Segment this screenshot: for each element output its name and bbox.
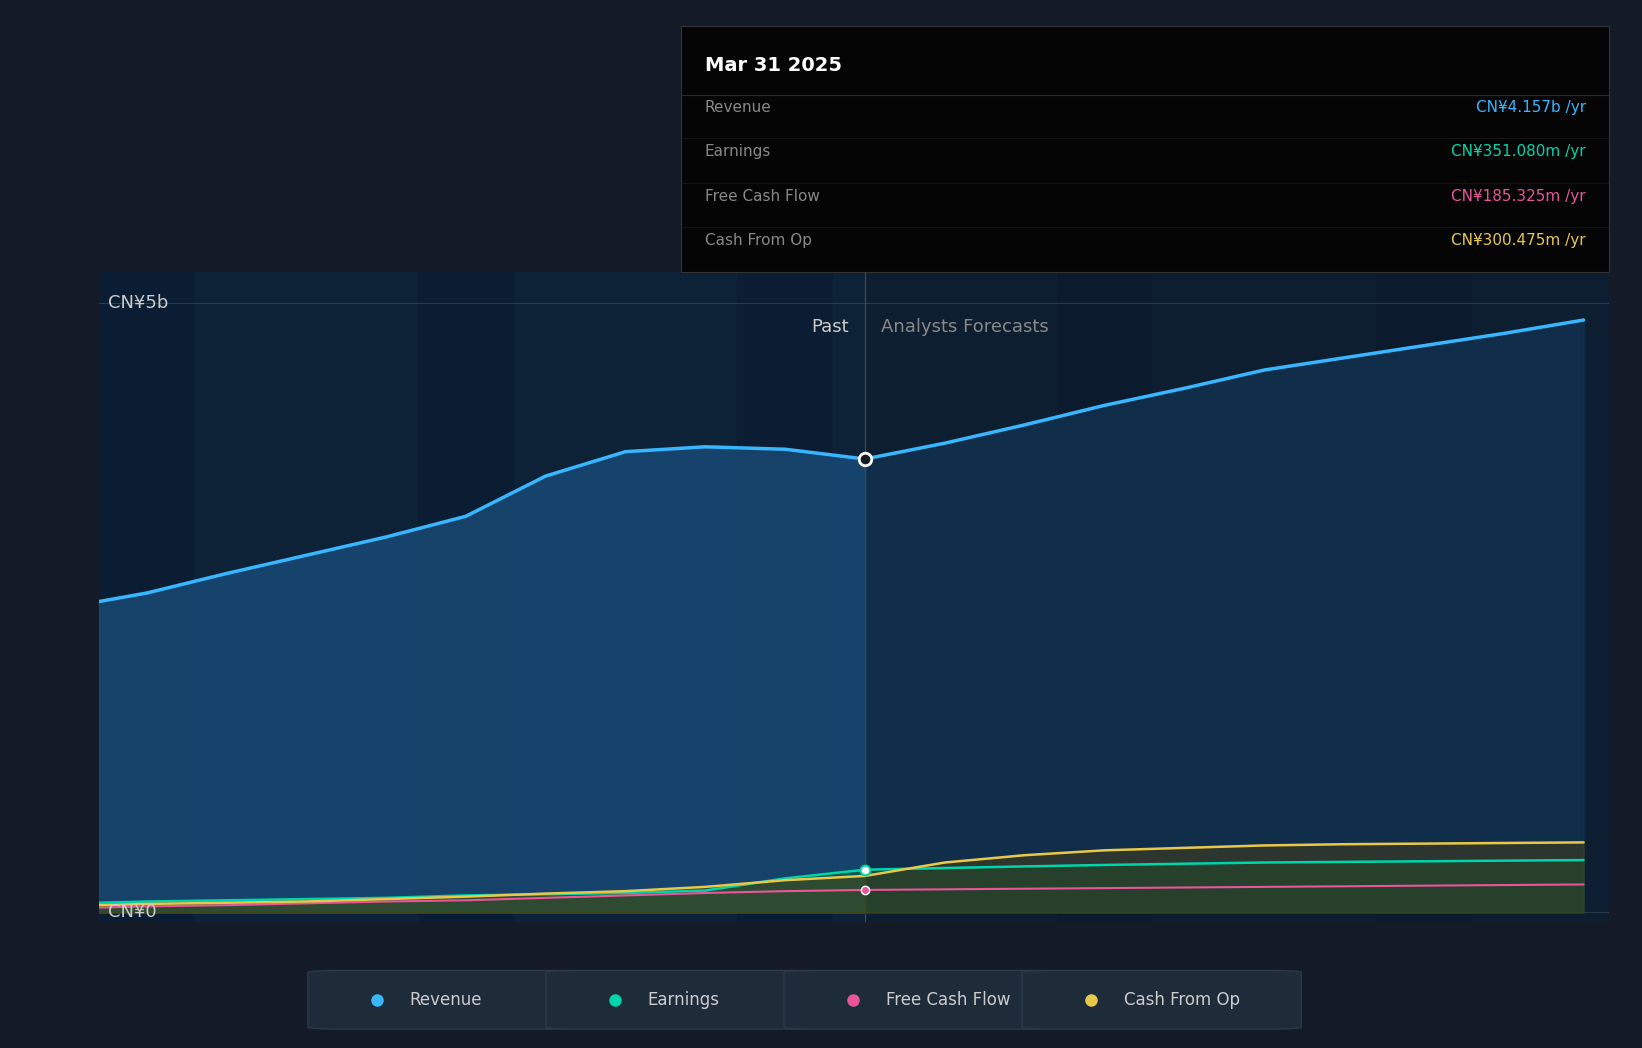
Text: CN¥4.157b /yr: CN¥4.157b /yr	[1476, 101, 1586, 115]
Bar	[865, 272, 1609, 922]
Text: 2026: 2026	[1082, 965, 1128, 983]
Bar	[737, 272, 832, 922]
Text: Free Cash Flow: Free Cash Flow	[704, 189, 819, 203]
Text: 2024: 2024	[443, 965, 489, 983]
Text: 2027: 2027	[1401, 965, 1447, 983]
Bar	[419, 272, 514, 922]
Text: 2025: 2025	[762, 965, 808, 983]
Text: Analysts Forecasts: Analysts Forecasts	[882, 318, 1049, 335]
Text: Revenue: Revenue	[410, 990, 483, 1009]
Text: Cash From Op: Cash From Op	[704, 233, 811, 248]
Text: Mar 31 2025: Mar 31 2025	[704, 56, 842, 74]
Text: Cash From Op: Cash From Op	[1125, 990, 1240, 1009]
Text: 2023: 2023	[123, 965, 169, 983]
Text: CN¥351.080m /yr: CN¥351.080m /yr	[1452, 145, 1586, 159]
Bar	[1376, 272, 1471, 922]
Text: Revenue: Revenue	[704, 101, 772, 115]
Text: Earnings: Earnings	[647, 990, 719, 1009]
Text: CN¥185.325m /yr: CN¥185.325m /yr	[1452, 189, 1586, 203]
Text: Past: Past	[811, 318, 849, 335]
Text: CN¥300.475m /yr: CN¥300.475m /yr	[1452, 233, 1586, 248]
FancyBboxPatch shape	[545, 970, 824, 1029]
Bar	[99, 272, 194, 922]
FancyBboxPatch shape	[785, 970, 1064, 1029]
Text: CN¥5b: CN¥5b	[108, 293, 169, 312]
FancyBboxPatch shape	[1021, 970, 1302, 1029]
FancyBboxPatch shape	[309, 970, 588, 1029]
Text: Earnings: Earnings	[704, 145, 772, 159]
Bar	[1057, 272, 1153, 922]
Text: Free Cash Flow: Free Cash Flow	[887, 990, 1010, 1009]
Text: CN¥0: CN¥0	[108, 903, 156, 921]
Bar	[99, 272, 865, 922]
